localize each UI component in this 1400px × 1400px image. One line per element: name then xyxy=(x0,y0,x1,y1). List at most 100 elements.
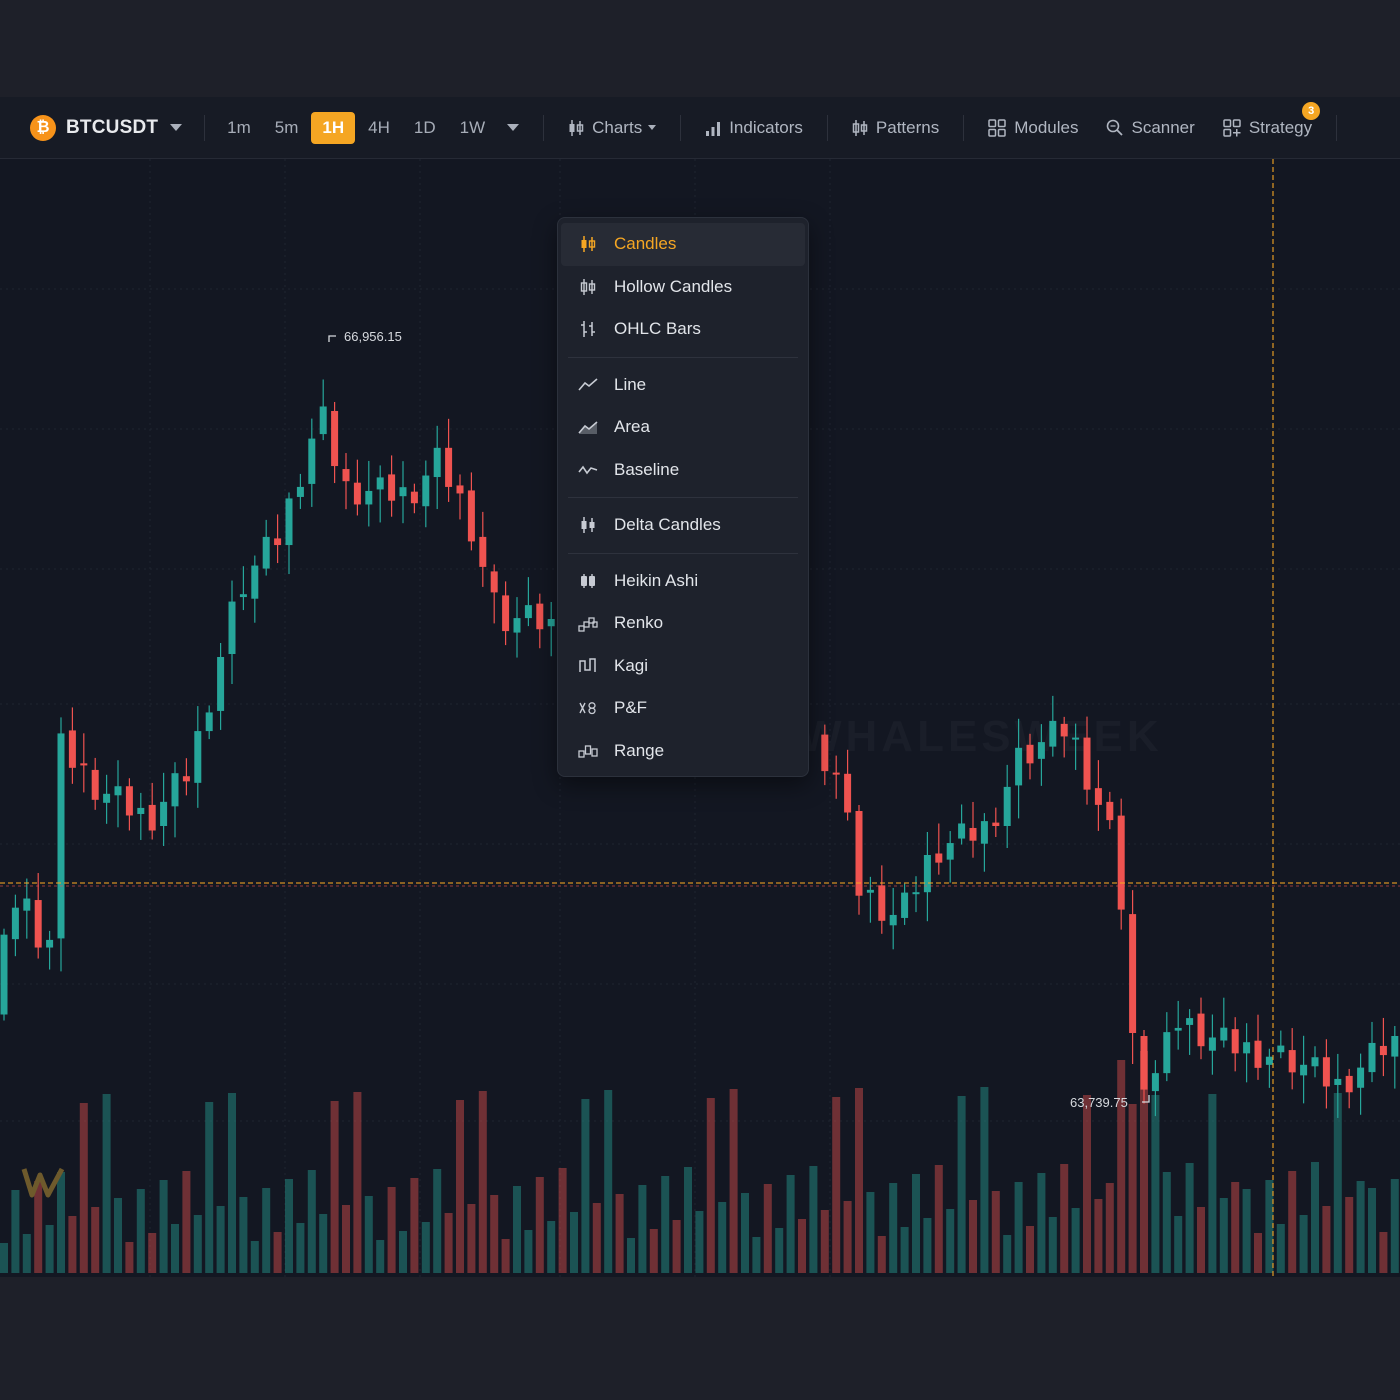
candle-body xyxy=(23,898,31,911)
candle-body xyxy=(524,605,532,619)
bitcoin-icon: ₿ xyxy=(30,114,56,141)
price-chart[interactable]: WHALESWEEK 66,956.15 63,739.75 Candles Ho… xyxy=(0,159,1400,1277)
bar-chart-icon xyxy=(706,121,721,136)
volume-bar xyxy=(946,1209,955,1273)
high-price-marker: 66,956.15 xyxy=(328,329,402,344)
timeframe-1h[interactable]: 1H xyxy=(311,111,356,144)
candle-body xyxy=(308,438,316,484)
volume-bar xyxy=(1276,1224,1285,1273)
menu-item-range[interactable]: Range xyxy=(558,730,808,773)
menu-divider xyxy=(568,356,798,358)
volume-bar xyxy=(763,1184,772,1273)
modules-label: Modules xyxy=(1014,117,1079,137)
low-price-label: 63,739.75 xyxy=(1070,1095,1128,1110)
candle-body xyxy=(125,786,133,816)
menu-item-pandf[interactable]: P&F xyxy=(558,687,808,730)
volume-bar xyxy=(900,1227,909,1273)
volume-bar xyxy=(1071,1208,1080,1273)
volume-bar xyxy=(638,1185,647,1273)
menu-item-label: Area xyxy=(614,417,650,437)
menu-item-heikin-ashi[interactable]: Heikin Ashi xyxy=(558,560,808,603)
candle-body xyxy=(103,793,111,803)
symbol-selector[interactable]: ₿ BTCUSDT xyxy=(30,114,183,141)
volume-bar xyxy=(615,1194,624,1273)
candle-body xyxy=(68,730,76,768)
candle-body xyxy=(1117,815,1125,910)
menu-item-delta-candles[interactable]: Delta Candles xyxy=(558,504,808,547)
candle-body xyxy=(1254,1040,1262,1068)
volume-bar xyxy=(421,1222,430,1273)
volume-bar xyxy=(444,1213,453,1273)
candle-body xyxy=(980,821,988,844)
candle-body xyxy=(878,885,886,921)
timeframe-4h[interactable]: 4H xyxy=(368,117,390,137)
volume-bar xyxy=(330,1101,339,1273)
volume-bar xyxy=(1037,1173,1046,1273)
volume-bar xyxy=(79,1103,88,1273)
kagi-icon xyxy=(578,656,598,676)
candle-body xyxy=(1322,1057,1330,1087)
strategy-button[interactable]: Strategy 3 xyxy=(1209,101,1326,138)
timeframe-5m[interactable]: 5m xyxy=(274,117,299,137)
baseline-chart-icon xyxy=(578,460,598,480)
candle-body xyxy=(1357,1067,1365,1088)
volume-bar xyxy=(649,1229,658,1273)
menu-item-baseline[interactable]: Baseline xyxy=(558,449,808,492)
volume-bar xyxy=(1128,1104,1137,1273)
candle-body xyxy=(502,595,510,632)
menu-item-hollow-candles[interactable]: Hollow Candles xyxy=(558,266,808,309)
candle-body xyxy=(1037,742,1045,759)
volume-bar xyxy=(877,1236,886,1273)
timeframe-1w[interactable]: 1W xyxy=(459,117,486,137)
menu-item-label: OHLC Bars xyxy=(614,319,701,339)
menu-item-line[interactable]: Line xyxy=(558,364,808,407)
menu-item-kagi[interactable]: Kagi xyxy=(558,645,808,688)
volume-bar xyxy=(684,1167,692,1273)
candle-body xyxy=(1345,1075,1353,1093)
indicators-button[interactable]: Indicators xyxy=(691,118,817,138)
menu-item-ohlc-bars[interactable]: OHLC Bars xyxy=(558,308,808,351)
modules-button[interactable]: Modules xyxy=(974,118,1092,138)
menu-item-candles[interactable]: Candles xyxy=(561,223,805,266)
menu-item-area[interactable]: Area xyxy=(558,406,808,449)
volume-bar xyxy=(1026,1226,1034,1273)
volume-bar xyxy=(513,1186,521,1273)
volume-bar xyxy=(1197,1207,1205,1273)
volume-bar xyxy=(57,1172,65,1273)
candle-body xyxy=(923,855,931,893)
scanner-button[interactable]: Scanner xyxy=(1092,118,1208,138)
volume-bar xyxy=(798,1219,806,1273)
volume-bar xyxy=(604,1090,613,1273)
candle-body xyxy=(251,565,259,599)
candle-body xyxy=(274,538,282,546)
candlestick-chart[interactable]: WHALESWEEK 66,956.15 63,739.75 xyxy=(0,159,1400,1277)
volume-bar xyxy=(296,1223,305,1273)
candle-body xyxy=(1231,1029,1239,1054)
candle-body xyxy=(547,619,555,627)
candle-body xyxy=(866,889,874,893)
patterns-label: Patterns xyxy=(875,117,940,137)
patterns-button[interactable]: Patterns xyxy=(838,118,953,138)
candle-body xyxy=(91,769,99,800)
menu-item-label: Candles xyxy=(614,234,677,254)
volume-bar xyxy=(342,1205,350,1273)
charts-button[interactable]: Charts xyxy=(554,118,670,138)
candle-body xyxy=(969,827,977,841)
volume-bar xyxy=(627,1238,635,1273)
volume-bar xyxy=(1288,1171,1297,1273)
candle-body xyxy=(467,490,475,542)
volume-bar xyxy=(1368,1188,1376,1273)
candle-body xyxy=(0,934,8,1015)
timeframe-1m[interactable]: 1m xyxy=(227,117,251,137)
timeframe-more-chevron-icon[interactable] xyxy=(507,124,520,131)
volume-bar xyxy=(923,1218,932,1273)
volume-bar xyxy=(456,1100,464,1273)
timeframe-1d[interactable]: 1D xyxy=(413,117,436,137)
candle-body xyxy=(228,601,236,654)
range-icon xyxy=(578,741,598,761)
menu-item-renko[interactable]: Renko xyxy=(558,602,808,645)
candle-body xyxy=(1094,788,1102,805)
candle-body xyxy=(1129,914,1137,1033)
candle-body xyxy=(388,474,396,501)
volume-bar xyxy=(68,1216,77,1273)
